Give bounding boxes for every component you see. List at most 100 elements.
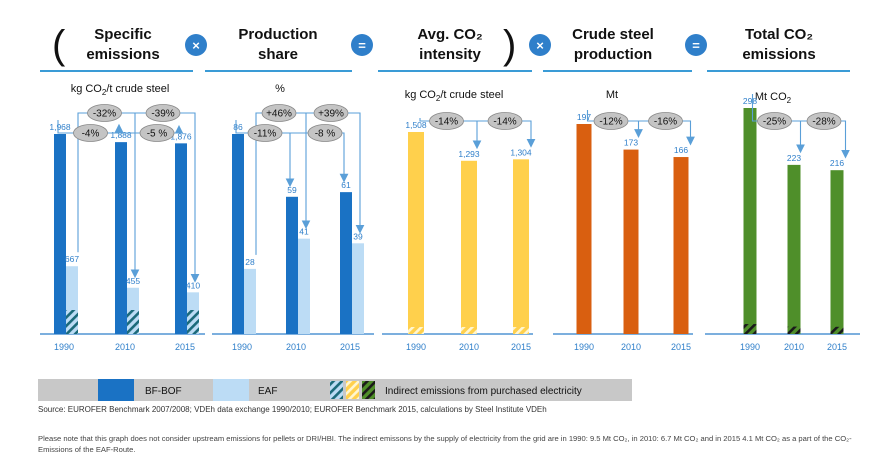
change-bubble-4: -8 % (307, 124, 343, 142)
change-bubble-3: -4% (73, 124, 108, 142)
times-operator-icon: × (529, 34, 551, 56)
change-bubble-2-shape (487, 112, 523, 130)
bar-indirect-2010 (787, 326, 801, 334)
header-title-4-line-2: production (574, 46, 652, 63)
change-bubble-4-label: -8 % (315, 129, 336, 140)
change-bubble-2: +39% (313, 104, 349, 122)
data-label-2015: 216 (830, 158, 844, 168)
change-bubble-4-shape (139, 124, 175, 142)
data-label-1990: 298 (743, 96, 757, 106)
legend-swatch-hatch-eaf (330, 381, 343, 399)
change-bubble-3-label: -4% (82, 129, 100, 140)
data-label-bf-bof-2010: 59 (287, 185, 297, 195)
bar-indirect-1990 (408, 327, 424, 334)
change-arrow-bf-bof-2 (119, 124, 184, 134)
change-bubble-2: -14% (487, 112, 523, 130)
panel-2: % 1990 2010 2015 86 59 61 28 41 39 +46% +39% -11% -8 … (212, 83, 374, 352)
bar-eaf-2010 (298, 238, 310, 334)
data-label-bf-bof-2010: 1,888 (110, 130, 132, 140)
bar-indirect-1990 (743, 324, 757, 334)
close-paren: ) (503, 23, 516, 67)
change-bubble-1: +46% (261, 104, 297, 122)
category-label-1990: 1990 (740, 342, 760, 352)
change-bubble-1: -32% (87, 104, 122, 122)
data-label-1990: 1,508 (405, 120, 427, 130)
times-operator-icon: × (185, 34, 207, 56)
legend: BF-BOF EAF Indirect emissions from purch… (38, 379, 632, 401)
bar-indirect-2015 (513, 327, 529, 334)
operator-symbol: × (536, 38, 544, 53)
change-bubble-2-label: -14% (493, 117, 516, 128)
change-bubble-2: -39% (145, 104, 181, 122)
legend-swatch-hatch-avg (346, 381, 359, 399)
data-label-bf-bof-1990: 86 (233, 122, 243, 132)
bar-2015 (830, 170, 844, 334)
open-paren: ( (52, 23, 66, 67)
change-bubble-2-shape (145, 104, 181, 122)
unit-label: % (275, 83, 285, 95)
change-bubble-2-label: +39% (318, 109, 344, 120)
panel-5: Mt CO2 1990 2010 2015 298 223 216 -25% -28% (705, 91, 860, 352)
data-label-eaf-1990: 28 (245, 257, 255, 267)
legend-swatch-bf-bof (98, 379, 134, 401)
category-label-2015: 2015 (340, 342, 360, 352)
bar-eaf-1990 (244, 268, 256, 334)
bar-bf-bof-1990 (232, 134, 244, 334)
bar-1990 (408, 132, 424, 334)
category-label-2010: 2010 (784, 342, 804, 352)
change-bubble-1-shape (757, 112, 792, 130)
header-title-1-line-1: Specific (94, 26, 152, 43)
header-title-5-line-2: emissions (742, 46, 815, 63)
legend-label-indirect: Indirect emissions from purchased electr… (385, 386, 582, 397)
change-bubble-2-shape (313, 104, 349, 122)
bar-2010 (787, 164, 801, 334)
change-bubble-3-shape (247, 124, 283, 142)
bar-bf-bof-2010 (286, 196, 298, 334)
data-label-2010: 1,293 (458, 149, 480, 159)
header-title-4-line-1: Crude steel (572, 26, 654, 43)
change-bubble-3-label: -11% (254, 129, 277, 140)
category-label-1990: 1990 (54, 342, 74, 352)
data-label-1990: 197 (577, 112, 591, 122)
category-label-1990: 1990 (574, 342, 594, 352)
bar-1990 (576, 124, 592, 334)
category-label-1990: 1990 (406, 342, 426, 352)
bar-eaf-2015 (352, 243, 364, 334)
operator-circle (351, 34, 373, 56)
bar-eaf-indirect-1990 (66, 310, 78, 334)
category-label-1990: 1990 (232, 342, 252, 352)
change-bubble-1-label: -14% (435, 117, 458, 128)
operator-circle (529, 34, 551, 56)
bar-bf-bof-2010 (115, 142, 127, 334)
bar-1990 (743, 108, 757, 334)
unit-label: kg CO2/t crude steel (71, 83, 170, 97)
change-bubble-1-shape (593, 112, 629, 130)
data-label-eaf-2010: 41 (299, 227, 309, 237)
change-bubble-1: -25% (757, 112, 792, 130)
change-bubble-1-label: -32% (93, 109, 116, 120)
footnote-text: Please note that this graph does not con… (38, 434, 852, 454)
panel-3: kg CO2/t crude steel 1990 2010 2015 1,508 1,2… (382, 89, 536, 352)
unit-label: Mt CO2 (755, 91, 792, 105)
data-label-eaf-2015: 410 (186, 280, 200, 290)
source-text: Source: EUROFER Benchmark 2007/2008; VDE… (38, 405, 547, 414)
data-label-bf-bof-1990: 1,968 (49, 122, 71, 132)
bar-2010 (623, 149, 639, 334)
data-label-bf-bof-2015: 1,876 (170, 131, 192, 141)
change-bubble-2: -28% (806, 112, 842, 130)
bar-indirect-2015 (830, 326, 844, 334)
bar-2010 (461, 160, 477, 334)
bar-bf-bof-2015 (340, 192, 352, 334)
change-bubble-1-label: -25% (763, 117, 786, 128)
change-bubble-1-label: -12% (599, 117, 622, 128)
change-bubble-4-shape (307, 124, 343, 142)
unit-label: kg CO2/t crude steel (405, 89, 504, 103)
bar-indirect-2010 (461, 327, 477, 334)
category-label-2010: 2010 (286, 342, 306, 352)
panel-4: Mt 1990 2010 2015 197 173 166 -12% -16% (553, 89, 695, 352)
legend-label-bf-bof: BF-BOF (145, 386, 182, 397)
change-bubble-2-shape (648, 112, 683, 130)
change-bubble-2-label: -39% (151, 109, 174, 120)
header-title-3-line-2: intensity (419, 46, 481, 63)
